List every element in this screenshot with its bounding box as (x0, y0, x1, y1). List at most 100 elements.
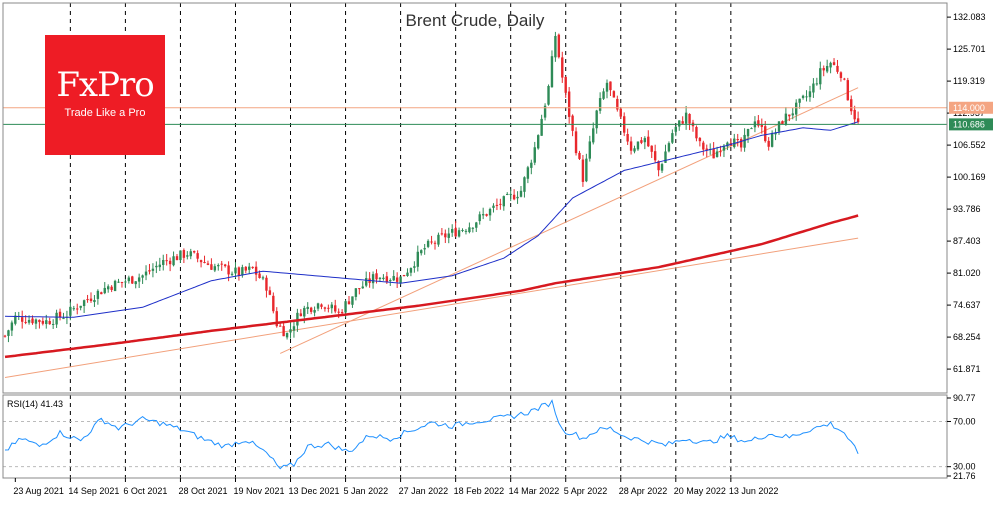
candle-body (526, 167, 530, 179)
candle-body (850, 99, 853, 112)
candle-body (316, 303, 320, 309)
candle-body (767, 140, 770, 147)
moving-averages (4, 121, 859, 359)
candle-body (832, 62, 836, 65)
candle-body (791, 113, 794, 116)
candle-body (788, 114, 791, 117)
candle-body (220, 263, 223, 265)
candle-body (131, 276, 134, 284)
candle-body (598, 98, 602, 111)
candle-body (76, 308, 79, 310)
y-tick-label: 132.083 (953, 12, 986, 22)
candle-body (375, 273, 378, 280)
candle-body (464, 230, 468, 232)
candle-body (523, 177, 526, 192)
price-axis: 132.083125.701119.319112.937106.552100.1… (947, 12, 993, 374)
candle-body (279, 325, 282, 327)
price-tag-box (949, 101, 993, 114)
candle-body (24, 321, 27, 323)
candle-body (289, 329, 292, 333)
candle-body (650, 145, 653, 152)
candle-body (825, 65, 829, 72)
candle-body (199, 260, 203, 263)
candle-body (750, 128, 753, 130)
candle-body (777, 121, 781, 132)
candle-body (657, 161, 660, 171)
x-tick-label: 14 Sep 2021 (68, 486, 119, 496)
candle-body (722, 145, 726, 151)
candle-body (550, 56, 554, 88)
candle-body (629, 141, 633, 151)
candle-body (444, 233, 447, 238)
candle-body (495, 204, 499, 206)
candle-body (354, 288, 358, 297)
candle-body (265, 277, 268, 291)
candle-body (578, 152, 581, 159)
candle-body (798, 98, 801, 103)
candle-body (719, 151, 722, 153)
candle-body (124, 281, 127, 283)
candle-body (605, 82, 609, 92)
candle-body (478, 214, 481, 222)
candle-body (268, 290, 272, 295)
candle-body (815, 83, 819, 85)
candle-body (822, 68, 825, 71)
candle-body (120, 281, 124, 283)
candle-body (45, 320, 48, 325)
candle-body (468, 227, 471, 233)
candle-body (509, 193, 512, 195)
candle-body (327, 307, 330, 309)
candle-body (141, 275, 144, 278)
candle-body (93, 299, 96, 303)
y-tick-label: 119.319 (953, 76, 985, 86)
rsi-label: RSI(14) 41.43 (7, 399, 63, 409)
candle-body (168, 260, 172, 265)
candle-body (162, 259, 165, 265)
candle-body (574, 131, 578, 154)
candle-body (430, 241, 433, 243)
candle-body (58, 311, 62, 318)
candle-body (330, 304, 333, 309)
candle-body (743, 134, 746, 148)
y-tick-label: 61.871 (953, 364, 981, 374)
candle-body (846, 80, 849, 101)
price-tag-box (949, 118, 993, 131)
price-tag-label: 110.686 (953, 119, 985, 129)
candle-body (481, 214, 485, 216)
candle-body (423, 248, 426, 250)
candle-body (660, 164, 664, 171)
candle-body (227, 265, 230, 275)
candle-body (334, 305, 337, 312)
candle-body (272, 295, 275, 312)
candle-body (213, 266, 217, 271)
candle-body (543, 105, 547, 118)
x-tick-label: 14 Mar 2022 (509, 486, 560, 496)
y-tick-label: 106.552 (953, 140, 986, 150)
rsi-y-tick-label: 90.77 (953, 393, 976, 403)
candle-body (382, 277, 385, 279)
candle-body (619, 108, 622, 117)
y-tick-label: 100.169 (953, 172, 986, 182)
candle-body (856, 118, 860, 123)
candle-body (241, 267, 244, 276)
x-tick-label: 13 Jun 2022 (729, 486, 779, 496)
candle-body (134, 281, 137, 285)
candle-body (385, 276, 389, 283)
candle-body (299, 313, 303, 317)
candle-body (69, 306, 72, 316)
candle-body (3, 335, 7, 337)
candle-body (217, 264, 220, 267)
candle-body (399, 276, 402, 284)
candle-body (564, 77, 567, 93)
candle-body (193, 251, 196, 253)
rsi-y-tick-label: 30.00 (953, 462, 976, 472)
candle-body (540, 118, 543, 136)
candle-body (351, 296, 354, 305)
candle-body (275, 311, 278, 327)
price-panel-frame (2, 2, 948, 394)
candle-body (182, 250, 186, 258)
x-tick-label: 18 Feb 2022 (454, 486, 505, 496)
candle-body (447, 233, 450, 238)
candle-body (237, 267, 241, 276)
